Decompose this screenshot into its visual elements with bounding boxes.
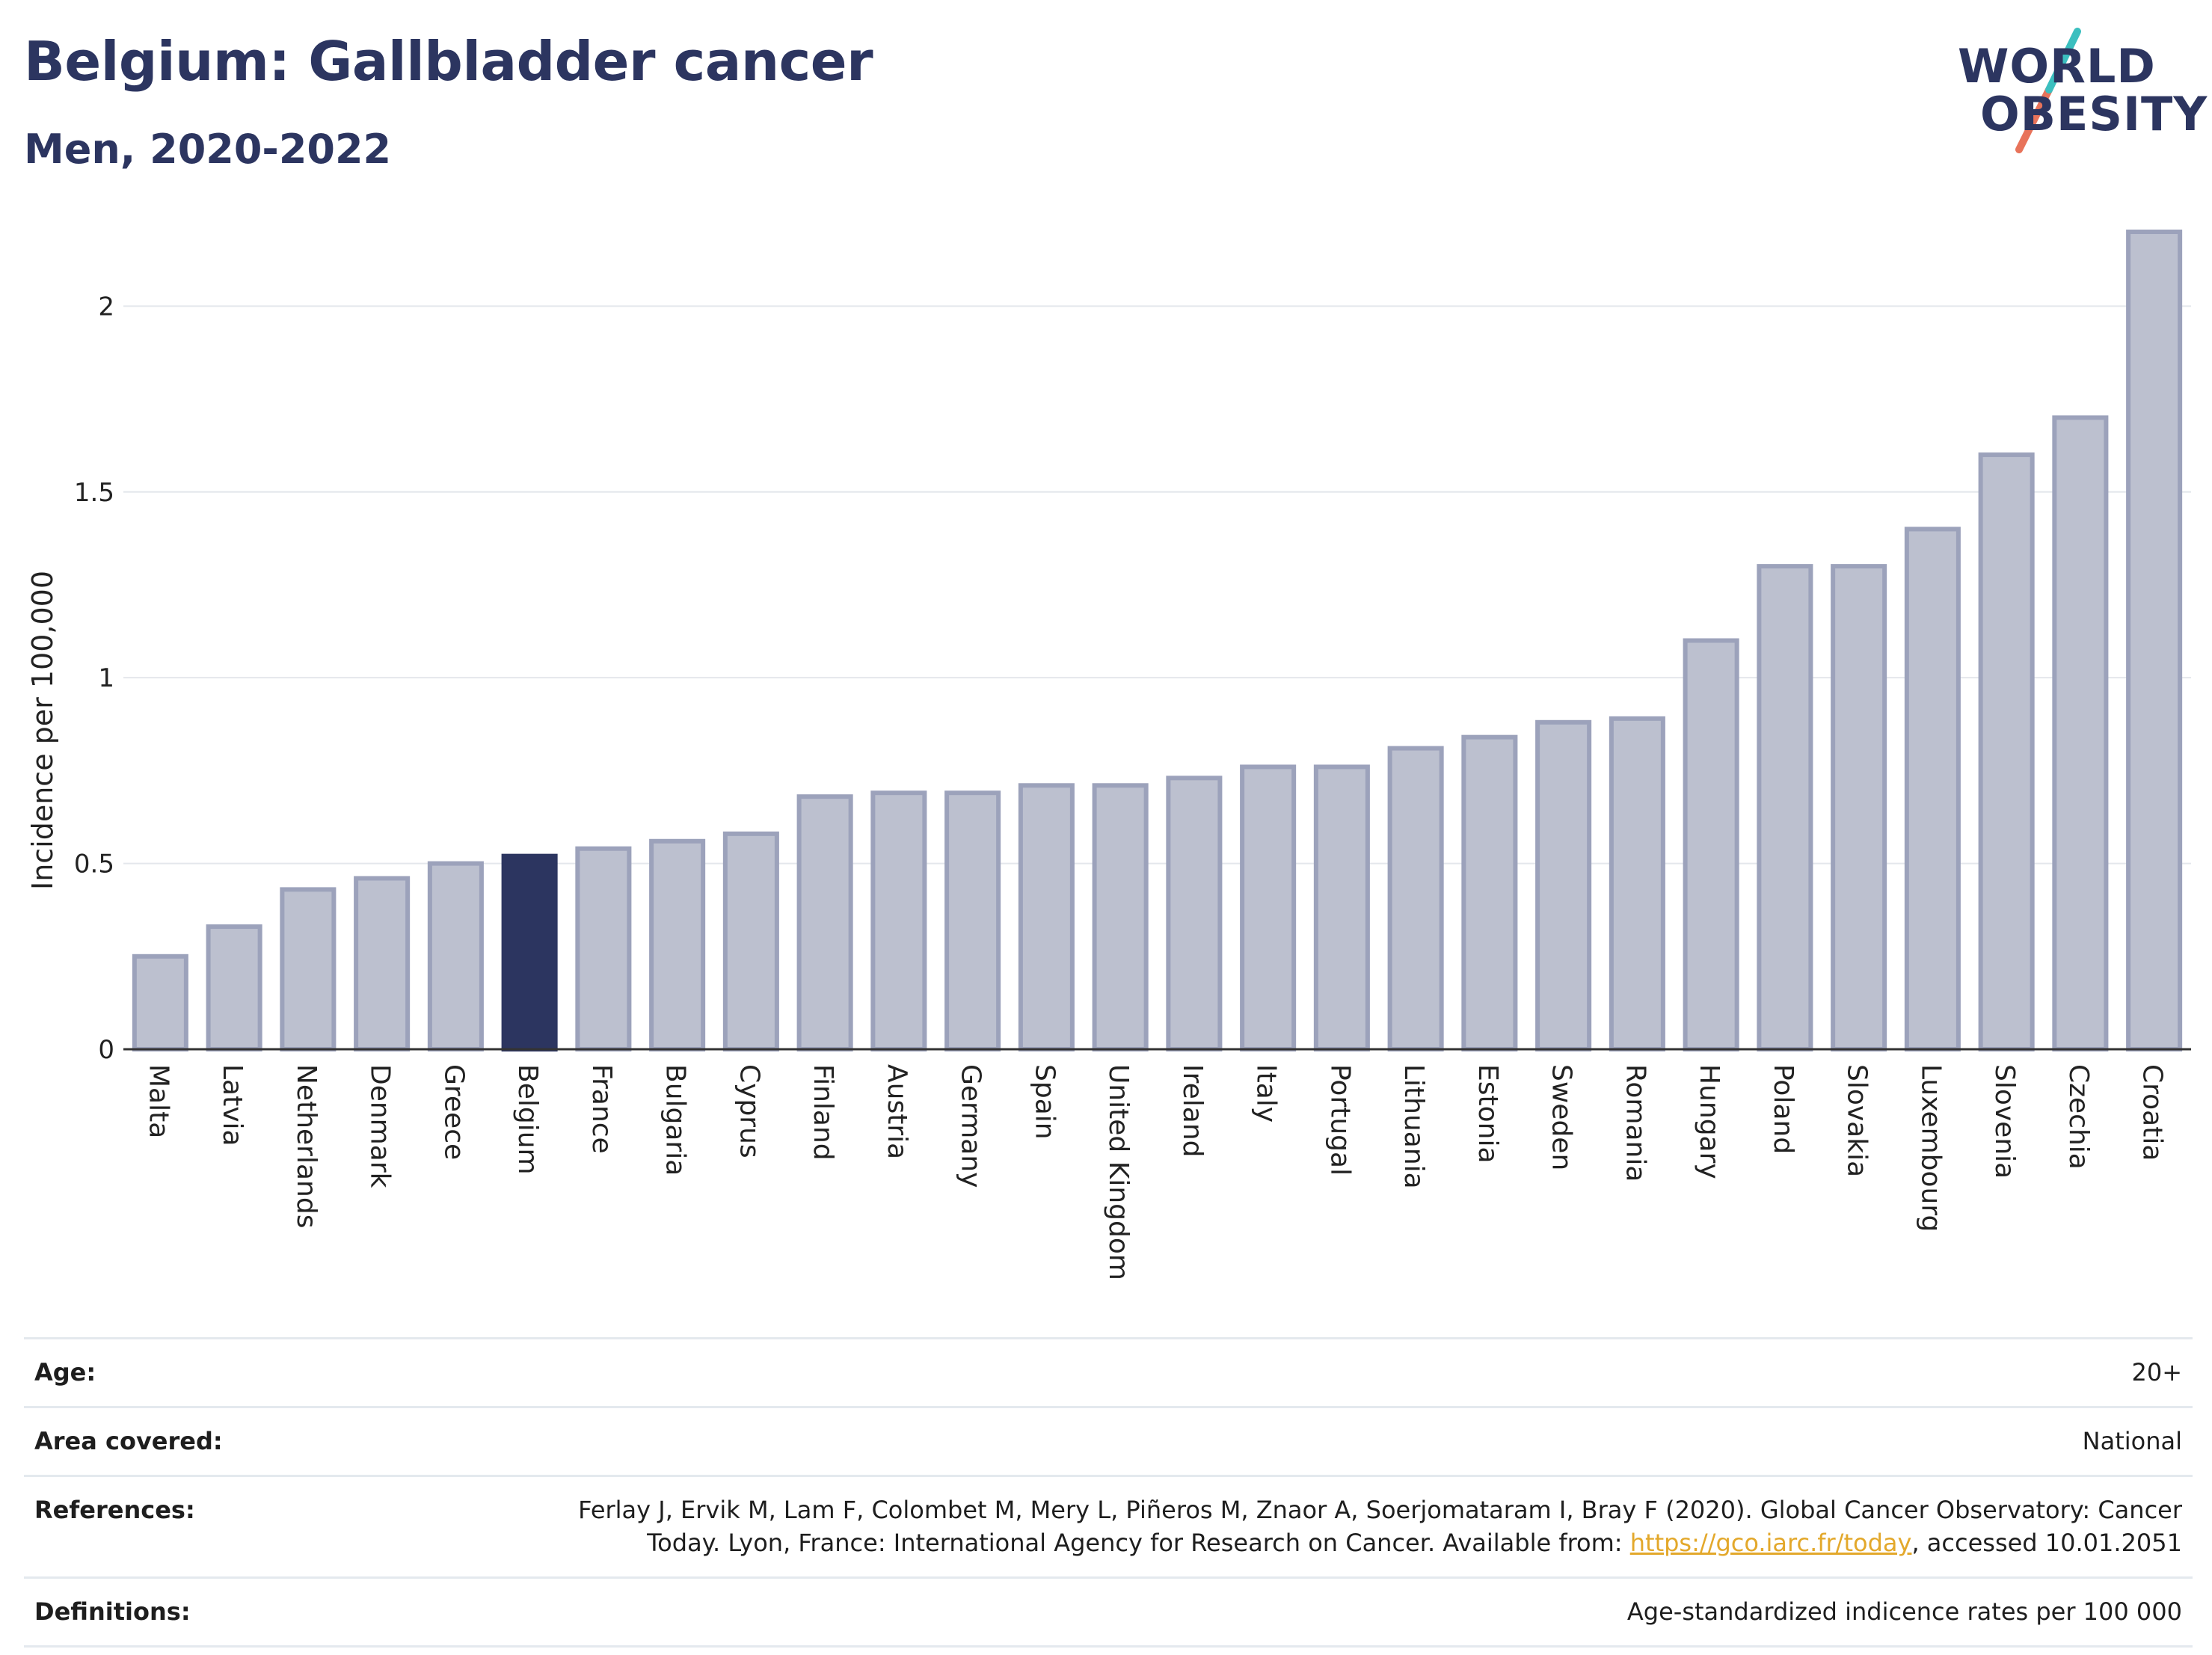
bar-hungary	[1683, 638, 1739, 1051]
x-tick-label: Sweden	[1546, 1064, 1577, 1170]
x-tick-label: Denmark	[365, 1064, 396, 1188]
area-value: National	[2082, 1426, 2182, 1455]
references-label: References:	[34, 1495, 195, 1524]
bar-malta	[132, 954, 188, 1052]
x-tick-label: Croatia	[2137, 1064, 2168, 1161]
x-tick-label: Netherlands	[291, 1064, 322, 1228]
x-tick-label: Romania	[1620, 1064, 1650, 1182]
y-tick-label: 0.5	[74, 850, 114, 879]
bar-slovakia	[1831, 564, 1887, 1051]
info-row-references: References: Ferlay J, Ervik M, Lam F, Co…	[24, 1476, 2193, 1578]
definitions-label: Definitions:	[34, 1597, 191, 1627]
page-title: Belgium: Gallbladder cancer	[24, 30, 873, 93]
x-tick-label: Slovenia	[1989, 1064, 2020, 1179]
references-line1: Ferlay J, Ervik M, Lam F, Colombet M, Me…	[578, 1495, 2182, 1524]
bar-latvia	[206, 924, 262, 1051]
bar-netherlands	[280, 887, 337, 1051]
x-tick-label: Cyprus	[734, 1064, 764, 1158]
bar-sweden	[1535, 719, 1592, 1051]
bar-luxembourg	[1904, 526, 1961, 1052]
bar-finland	[796, 794, 853, 1051]
x-tick-label: Slovakia	[1842, 1064, 1872, 1177]
bar-denmark	[354, 876, 411, 1051]
logo-text-obesity: OBESITY	[1980, 87, 2208, 141]
bar-portugal	[1313, 764, 1370, 1051]
y-tick-label: 0	[98, 1035, 114, 1065]
x-tick-label: United Kingdom	[1103, 1064, 1134, 1280]
bar-united-kingdom	[1092, 783, 1149, 1051]
y-tick-label: 2	[98, 292, 114, 322]
bar-poland	[1757, 564, 1813, 1051]
references-link[interactable]: https://gco.iarc.fr/today	[1629, 1529, 1912, 1558]
x-tick-label: Spain	[1029, 1064, 1060, 1140]
bar-belgium	[501, 853, 558, 1051]
bar-estonia	[1461, 734, 1518, 1051]
x-tick-label: Estonia	[1472, 1064, 1503, 1164]
info-row-definitions: Definitions: Age-standardized indicence …	[24, 1577, 2193, 1647]
logo-slash-icon	[2015, 28, 2081, 153]
x-tick-label: Latvia	[217, 1064, 248, 1146]
x-tick-label: Greece	[438, 1064, 469, 1160]
bar-lithuania	[1387, 746, 1444, 1051]
bar-spain	[1018, 783, 1075, 1051]
info-row-age: Age: 20+	[24, 1338, 2193, 1407]
page-subtitle: Men, 2020-2022	[24, 126, 392, 173]
x-tick-label: Germany	[956, 1064, 986, 1188]
x-tick-label: Belgium	[512, 1064, 543, 1175]
bar-croatia	[2126, 230, 2183, 1051]
x-tick-label: Luxembourg	[1915, 1064, 1946, 1232]
bar-ireland	[1166, 776, 1223, 1052]
x-tick-label: Finland	[808, 1064, 838, 1161]
x-tick-label: Ireland	[1177, 1064, 1208, 1158]
x-tick-label: Poland	[1768, 1064, 1798, 1154]
x-tick-label: Italy	[1251, 1064, 1282, 1123]
bar-czechia	[2052, 415, 2109, 1051]
x-tick-label: Portugal	[1324, 1064, 1355, 1176]
bar-greece	[427, 861, 484, 1051]
x-tick-label: France	[586, 1064, 617, 1154]
bar-france	[575, 846, 632, 1052]
x-tick-label: Bulgaria	[660, 1064, 691, 1176]
y-axis-label: Incidence per 100,000	[26, 571, 59, 890]
bar-chart: 0 0.5 1 1.5 2 Malta Latvia Netherlands Denmark Gr…	[26, 230, 2191, 1280]
x-tick-label: Hungary	[1694, 1064, 1724, 1179]
bar-italy	[1240, 764, 1297, 1051]
definitions-value: Age-standardized indicence rates per 100…	[1626, 1597, 2182, 1627]
references-line2-post: , accessed 10.01.2051	[1911, 1529, 2182, 1558]
bar-bulgaria	[649, 838, 706, 1051]
world-obesity-logo: WORLD OBESITY	[1944, 22, 2207, 157]
bar-cyprus	[722, 831, 779, 1051]
references-value: Ferlay J, Ervik M, Lam F, Colombet M, Me…	[494, 1476, 2193, 1578]
references-line2-pre: Today. Lyon, France: International Agenc…	[647, 1529, 1630, 1558]
logo-text-world: WORLD	[1958, 39, 2156, 93]
y-tick-label: 1.5	[74, 478, 114, 508]
info-table: Age: 20+ Area covered: National Referenc…	[24, 1337, 2193, 1648]
bar-slovenia	[1978, 452, 2035, 1052]
area-label: Area covered:	[34, 1426, 223, 1455]
axes: 0 0.5 1 1.5 2 Malta Latvia Netherlands Denmark Gr…	[74, 292, 2191, 1280]
info-row-area: Area covered: National	[24, 1407, 2193, 1476]
bar-germany	[944, 790, 1001, 1051]
x-tick-label: Malta	[143, 1064, 173, 1138]
bar-austria	[870, 790, 927, 1051]
y-tick-label: 1	[98, 663, 114, 693]
bar-romania	[1609, 716, 1665, 1052]
x-tick-label: Czechia	[2063, 1064, 2094, 1170]
bars	[132, 230, 2183, 1052]
age-label: Age:	[34, 1358, 96, 1387]
x-tick-label: Austria	[882, 1064, 912, 1159]
age-value: 20+	[2131, 1358, 2182, 1387]
x-tick-label: Lithuania	[1398, 1064, 1429, 1189]
